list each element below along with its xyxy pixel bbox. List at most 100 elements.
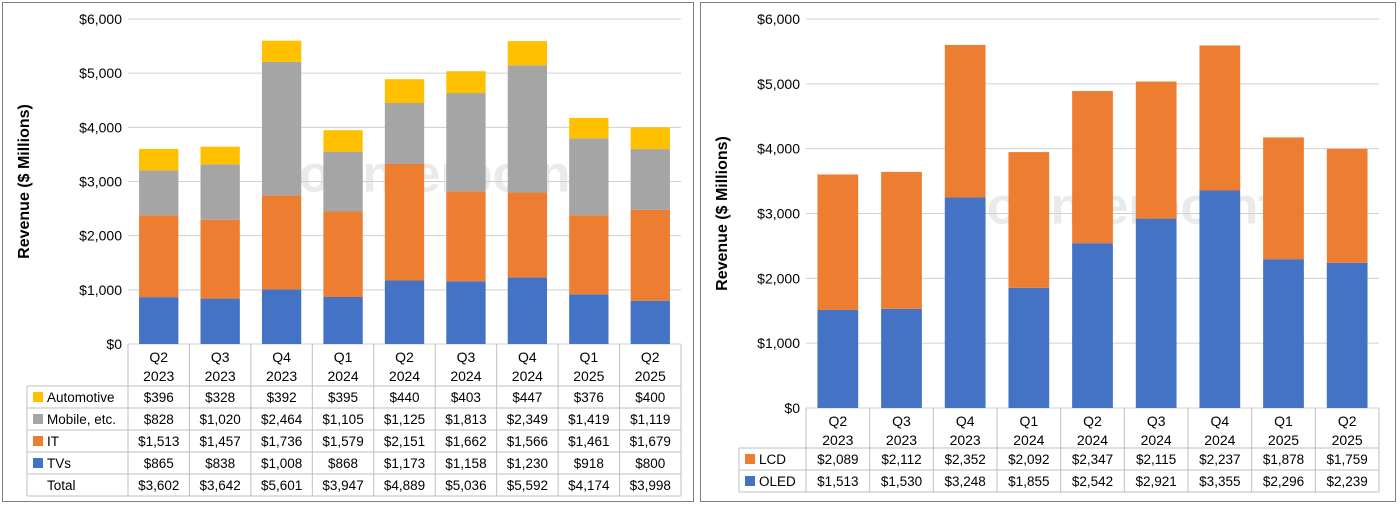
x-tick-label: Q3 2023 [886, 413, 917, 448]
bar-mobile-etc-6 [507, 65, 548, 193]
chart-panel-revenue-by-technology: Counterpoint$0$1,000$2,000$3,000$4,000$5… [700, 2, 1396, 502]
legend-label-lcd: LCD [759, 452, 786, 467]
total-label: $3,602 [138, 478, 179, 493]
bar-automotive-1 [200, 146, 240, 165]
y-tick-label: $0 [106, 336, 122, 352]
bar-mobile-etc-7 [569, 138, 609, 216]
bar-tvs-3 [323, 296, 363, 344]
total-row-label: Total [47, 478, 76, 493]
y-tick-label: $1,000 [79, 282, 122, 298]
bar-oled-0 [817, 309, 859, 408]
bar-lcd-3 [1008, 152, 1050, 288]
legend-label-it: IT [47, 434, 59, 449]
bar-oled-5 [1135, 218, 1177, 408]
y-tick-label: $3,000 [757, 206, 800, 222]
data-label-automotive: $440 [389, 390, 419, 405]
data-label-oled: $2,296 [1263, 474, 1304, 489]
x-tick-label: Q2 2025 [1332, 413, 1363, 448]
bar-oled-4 [1072, 243, 1113, 408]
legend-swatch-lcd [745, 454, 755, 464]
data-label-oled: $2,921 [1136, 474, 1177, 489]
data-label-tvs: $1,158 [445, 456, 486, 471]
x-tick-label: Q4 2023 [266, 349, 297, 384]
x-tick-label: Q2 2023 [143, 349, 174, 384]
bar-mobile-etc-1 [200, 164, 240, 220]
data-label-tvs: $1,173 [384, 456, 425, 471]
legend-label-oled: OLED [759, 474, 796, 489]
data-label-it: $1,513 [138, 434, 179, 449]
x-tick-label: Q3 2024 [1141, 413, 1172, 448]
bar-it-2 [261, 195, 302, 290]
data-label-lcd: $2,237 [1199, 452, 1240, 467]
y-axis-label: Revenue ($ Millions) [714, 136, 731, 291]
bar-it-8 [630, 209, 670, 301]
bar-tvs-6 [507, 277, 548, 344]
y-tick-label: $3,000 [79, 174, 122, 190]
data-label-automotive: $328 [205, 390, 235, 405]
data-label-tvs: $1,230 [507, 456, 548, 471]
data-label-it: $1,566 [507, 434, 548, 449]
total-label: $5,592 [507, 478, 548, 493]
data-label-automotive: $403 [451, 390, 481, 405]
legend-swatch-it [33, 436, 43, 446]
data-label-lcd: $2,112 [881, 452, 921, 467]
bar-mobile-etc-0 [139, 170, 179, 216]
bar-automotive-5 [446, 71, 486, 94]
data-label-it: $1,662 [445, 434, 486, 449]
x-tick-label: Q4 2024 [1204, 413, 1235, 448]
x-tick-label: Q1 2025 [1268, 413, 1299, 448]
bar-mobile-etc-5 [446, 93, 486, 192]
bar-lcd-4 [1072, 91, 1113, 244]
data-label-lcd: $1,759 [1327, 452, 1368, 467]
total-label: $4,889 [384, 478, 425, 493]
data-label-automotive: $395 [328, 390, 358, 405]
chart-revenue-by-application: Counterpoint$0$1,000$2,000$3,000$4,000$5… [16, 11, 682, 497]
bar-oled-7 [1263, 259, 1304, 408]
total-label: $3,998 [630, 478, 671, 493]
data-label-it: $1,736 [261, 434, 302, 449]
bar-tvs-1 [200, 298, 240, 344]
bar-mobile-etc-8 [630, 149, 670, 210]
legend-swatch-oled [745, 476, 755, 486]
total-label: $3,947 [322, 478, 363, 493]
x-tick-label: Q2 2025 [635, 349, 666, 384]
data-label-tvs: $868 [328, 456, 358, 471]
data-label-lcd: $2,092 [1008, 452, 1049, 467]
chart-panel-revenue-by-application: Counterpoint $0 $1,000 $2,000 $3,000 $4,000 $5… [2, 2, 694, 502]
bar-tvs-0 [139, 297, 179, 344]
data-label-mobile-etc: $2,464 [261, 412, 303, 427]
bar-it-0 [139, 215, 179, 298]
y-axis-label: Revenue ($ Millions) [16, 104, 33, 259]
legend-label-mobile-etc: Mobile, etc. [47, 412, 116, 427]
y-tick-label: $1,000 [757, 335, 800, 351]
data-label-mobile-etc: $1,105 [322, 412, 363, 427]
bar-lcd-0 [817, 174, 859, 310]
x-tick-label: Q2 2024 [1077, 413, 1108, 448]
data-label-mobile-etc: $1,119 [630, 412, 670, 427]
total-label: $5,036 [445, 478, 486, 493]
bar-oled-6 [1199, 190, 1241, 408]
bar-lcd-7 [1263, 137, 1304, 260]
data-label-lcd: $2,115 [1136, 452, 1176, 467]
bar-oled-1 [881, 308, 922, 408]
bar-it-5 [446, 191, 486, 282]
bar-it-4 [384, 163, 425, 281]
y-tick-label: $0 [784, 400, 800, 416]
bar-automotive-7 [569, 117, 609, 139]
data-label-mobile-etc: $2,349 [507, 412, 548, 427]
y-tick-label: $2,000 [757, 270, 800, 286]
y-tick-label: $6,000 [79, 11, 122, 27]
bar-automotive-8 [630, 127, 670, 150]
data-label-lcd: $2,347 [1072, 452, 1113, 467]
chart-revenue-by-technology: Counterpoint$0$1,000$2,000$3,000$4,000$5… [714, 11, 1380, 493]
data-label-oled: $2,542 [1072, 474, 1113, 489]
y-tick-label: $5,000 [79, 65, 122, 81]
x-tick-label: Q2 2024 [389, 349, 420, 384]
data-label-automotive: $396 [144, 390, 174, 405]
data-label-mobile-etc: $1,813 [445, 412, 486, 427]
data-label-it: $1,461 [568, 434, 609, 449]
bar-mobile-etc-2 [261, 61, 302, 196]
data-label-tvs: $800 [635, 456, 665, 471]
data-label-lcd: $1,878 [1263, 452, 1304, 467]
data-label-automotive: $376 [574, 390, 604, 405]
